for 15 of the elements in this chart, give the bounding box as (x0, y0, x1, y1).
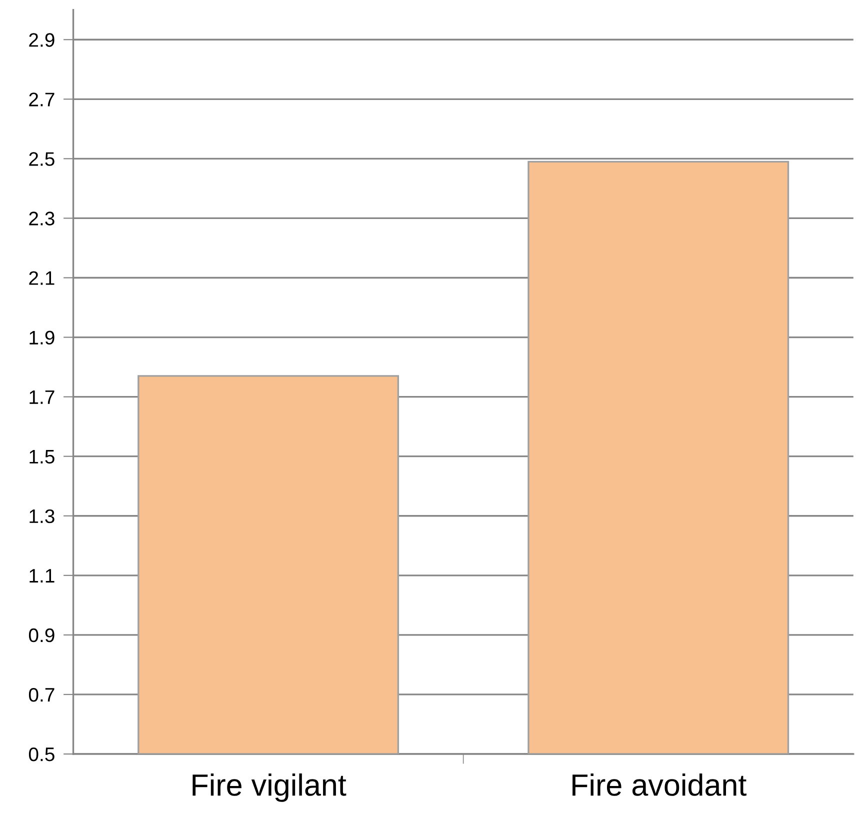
x-tick-label: Fire avoidant (572, 773, 746, 796)
y-tick-label: 2.1 (29, 271, 54, 285)
y-tick-label: 0.7 (28, 688, 54, 702)
y-tick-label: 0.9 (28, 628, 54, 642)
y-tick-label: 2.5 (29, 152, 54, 166)
y-tick-label: 1.5 (30, 450, 54, 464)
y-tick-label: 1.3 (30, 509, 54, 524)
x-tick-label: Fire vigilant (192, 773, 346, 802)
y-tick-label: 1.7 (30, 390, 54, 404)
y-tick-label: 1.9 (30, 330, 54, 345)
y-tick-label: 2.9 (29, 33, 54, 47)
y-tick-label: 2.3 (29, 212, 54, 226)
y-tick-label: 0.5 (28, 747, 54, 762)
y-tick-label: 2.7 (29, 92, 54, 106)
y-tick-label: 1.1 (30, 569, 54, 582)
